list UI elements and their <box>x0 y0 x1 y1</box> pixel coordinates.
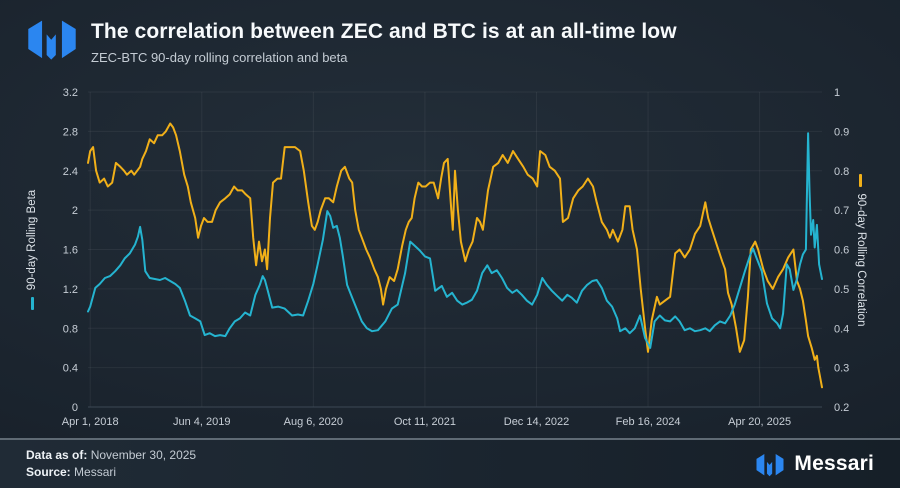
messari-logo-icon <box>756 453 784 476</box>
left-axis-tick: 2.4 <box>63 166 78 178</box>
data-as-of-line: Data as of: November 30, 2025 <box>26 447 196 464</box>
right-axis-tick: 0.7 <box>834 205 849 217</box>
beta-legend-dash <box>30 297 34 311</box>
left-axis-tick: 0 <box>72 402 78 414</box>
messari-wordmark: Messari <box>794 452 874 475</box>
right-axis-tick: 0.5 <box>834 284 849 296</box>
y-axis-right-text: 90-day Rolling Correlation <box>855 193 867 327</box>
right-axis-tick: 0.2 <box>834 402 849 414</box>
x-axis-tick: Jun 4, 2019 <box>173 416 231 428</box>
right-axis-tick: 0.8 <box>834 166 849 178</box>
x-axis-tick: Aug 6, 2020 <box>284 416 343 428</box>
y-axis-label-left: 90-day Rolling Beta <box>23 139 41 361</box>
page-title: The correlation between ZEC and BTC is a… <box>91 20 677 43</box>
left-axis-tick: 0.4 <box>63 363 78 375</box>
page-subtitle: ZEC-BTC 90-day rolling correlation and b… <box>91 50 348 65</box>
correlation-legend-dash <box>859 173 863 187</box>
x-axis-tick: Apr 1, 2018 <box>62 416 119 428</box>
left-axis-tick: 2 <box>72 205 78 217</box>
left-axis-tick: 1.6 <box>63 245 78 257</box>
source-line: Source: Messari <box>26 464 196 481</box>
source-value: Messari <box>74 465 117 479</box>
y-axis-left-text: 90-day Rolling Beta <box>26 189 38 291</box>
footer: Data as of: November 30, 2025 Source: Me… <box>0 438 900 488</box>
left-axis-tick: 3.2 <box>63 87 78 99</box>
data-as-of-label: Data as of: <box>26 448 88 462</box>
footer-brand: Messari <box>755 451 874 478</box>
x-axis-tick: Feb 16, 2024 <box>616 416 681 428</box>
header-text: The correlation between ZEC and BTC is a… <box>91 15 677 65</box>
right-axis-tick: 0.6 <box>834 245 849 257</box>
right-axis-tick: 0.9 <box>834 126 849 138</box>
right-axis-tick: 0.4 <box>834 323 849 335</box>
x-axis-tick: Apr 20, 2025 <box>728 416 791 428</box>
data-as-of-value: November 30, 2025 <box>90 448 197 462</box>
left-axis-tick: 2.8 <box>63 126 78 138</box>
left-axis-tick: 0.8 <box>63 323 78 335</box>
messari-logo-icon <box>28 20 76 60</box>
series-left <box>87 132 823 349</box>
source-label: Source: <box>26 465 71 479</box>
x-axis-tick: Oct 11, 2021 <box>394 416 456 428</box>
series-right <box>87 122 823 389</box>
x-axis-tick: Dec 14, 2022 <box>504 416 569 428</box>
right-axis-tick: 1 <box>834 87 840 99</box>
plot-svg: 0 0.4 0.8 1.2 1.6 2 2.4 2.8 3.2 0.2 0.3 0.4 0.5 0.6 0.… <box>62 87 850 428</box>
y-axis-label-right: 90-day Rolling Correlation <box>852 139 870 361</box>
right-axis-tick: 0.3 <box>834 363 849 375</box>
left-axis-tick: 1.2 <box>63 284 78 296</box>
footer-meta: Data as of: November 30, 2025 Source: Me… <box>26 447 196 481</box>
plot-area: 0 0.4 0.8 1.2 1.6 2 2.4 2.8 3.2 0.2 0.3 0.4 0.5 0.6 0.… <box>0 80 900 438</box>
chart-header: The correlation between ZEC and BTC is a… <box>26 15 677 65</box>
